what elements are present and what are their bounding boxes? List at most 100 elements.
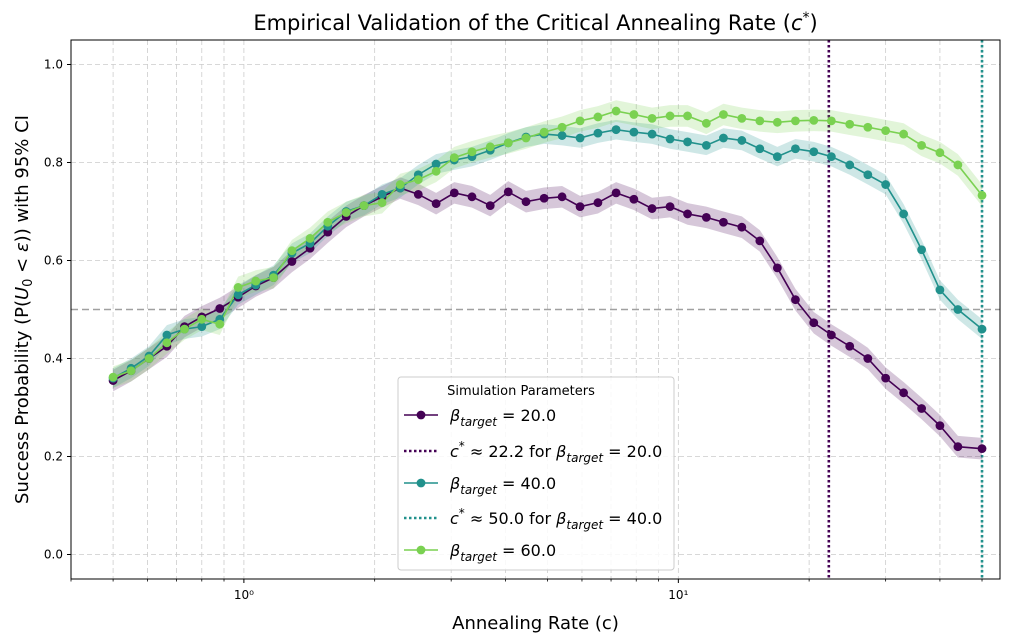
- data-point: [881, 126, 891, 136]
- legend-sub: target: [460, 550, 498, 564]
- legend-star: *: [459, 506, 465, 520]
- data-point: [431, 159, 441, 169]
- data-point: [809, 115, 819, 125]
- data-point: [935, 285, 945, 295]
- data-point: [575, 202, 585, 212]
- data-point: [539, 127, 549, 137]
- data-point: [719, 110, 728, 119]
- data-point: [197, 322, 207, 332]
- legend-label: c* ≈ 22.2 for βtarget = 20.0: [450, 439, 662, 465]
- x-axis-title: Annealing Rate (c): [452, 613, 619, 634]
- chart-title: Empirical Validation of the Critical Ann…: [253, 10, 817, 35]
- x-tick-label: 10¹: [668, 588, 688, 602]
- legend-sub: target: [460, 415, 498, 429]
- legend-box: [397, 376, 675, 571]
- legend-value: = 40.0: [603, 509, 662, 528]
- y-tick-label: 0.8: [44, 156, 63, 170]
- legend-c: c: [450, 509, 459, 528]
- data-point: [863, 170, 873, 180]
- data-point: [772, 117, 782, 127]
- legend-label: c* ≈ 50.0 for βtarget = 40.0: [450, 506, 662, 532]
- plot-frame: [70, 39, 1001, 580]
- data-point: [593, 128, 603, 138]
- data-point: [503, 138, 513, 148]
- data-point: [845, 341, 855, 351]
- y-tick-label: 1.0: [44, 58, 63, 72]
- data-point: [845, 160, 855, 170]
- legend-c: c: [450, 442, 459, 461]
- data-point: [809, 318, 819, 328]
- data-point: [953, 305, 963, 314]
- title-c: c: [791, 11, 803, 35]
- data-point: [917, 140, 926, 150]
- data-point: [977, 444, 987, 454]
- data-point: [977, 324, 987, 334]
- data-point: [287, 246, 297, 256]
- legend-star: *: [459, 439, 465, 453]
- data-point: [935, 421, 945, 431]
- data-point: [629, 194, 639, 204]
- ylabel-part: Success Probability (P(: [12, 300, 33, 504]
- data-point: [845, 119, 855, 129]
- ylabel-eps: ε: [12, 242, 33, 252]
- legend-beta: β: [555, 442, 566, 461]
- legend-item: βtarget = 60.0: [404, 541, 556, 564]
- data-point: [180, 324, 189, 334]
- data-point: [467, 192, 477, 202]
- data-point: [791, 116, 800, 126]
- legend-sub: target: [566, 518, 604, 532]
- data-point: [611, 106, 621, 116]
- data-point: [557, 192, 567, 202]
- ylabel-sub: 0: [21, 279, 36, 287]
- data-point: [737, 114, 747, 123]
- data-point: [881, 180, 891, 189]
- data-point: [197, 314, 207, 324]
- data-point: [772, 152, 782, 162]
- data-point: [917, 404, 926, 413]
- data-point: [791, 144, 800, 154]
- data-point: [413, 175, 423, 185]
- data-point: [665, 202, 675, 212]
- legend-value: = 60.0: [497, 541, 556, 560]
- data-point: [557, 122, 567, 132]
- data-point: [935, 148, 945, 158]
- data-point: [467, 147, 477, 157]
- data-point: [755, 144, 765, 154]
- data-point: [359, 201, 369, 211]
- legend-beta: β: [555, 509, 566, 528]
- data-point: [953, 160, 963, 170]
- legend-beta: β: [449, 474, 460, 493]
- data-point: [647, 114, 657, 123]
- data-point: [162, 330, 172, 340]
- legend-beta: β: [449, 406, 460, 425]
- y-tick-label: 0.6: [44, 254, 63, 268]
- ylabel-u: U: [12, 287, 33, 300]
- data-point: [108, 372, 118, 382]
- data-point: [233, 283, 243, 292]
- data-point: [575, 133, 585, 143]
- data-point: [413, 189, 423, 199]
- data-point: [323, 217, 333, 227]
- data-point: [341, 208, 351, 217]
- axis-ticks: 0.0 0.2 0.4 0.6 0.8 1.0 10⁰ 10¹: [44, 58, 983, 602]
- data-point: [755, 116, 765, 126]
- legend-value: = 20.0: [497, 406, 556, 425]
- data-point: [755, 236, 765, 246]
- data-point: [215, 319, 225, 329]
- legend-item: βtarget = 20.0: [404, 406, 556, 429]
- data-point: [719, 133, 728, 143]
- data-point: [826, 116, 836, 126]
- legend-beta: β: [449, 541, 460, 560]
- data-point: [449, 188, 459, 198]
- data-point: [593, 198, 603, 208]
- data-point: [665, 111, 675, 121]
- legend-item: c* ≈ 22.2 for βtarget = 20.0: [404, 439, 662, 465]
- data-point: [431, 199, 441, 209]
- data-point: [521, 197, 531, 207]
- data-point: [287, 257, 297, 266]
- legend-label: βtarget = 60.0: [449, 541, 556, 564]
- title-star: *: [802, 10, 809, 26]
- x-tick-label: 10⁰: [234, 588, 254, 602]
- data-point: [791, 295, 800, 305]
